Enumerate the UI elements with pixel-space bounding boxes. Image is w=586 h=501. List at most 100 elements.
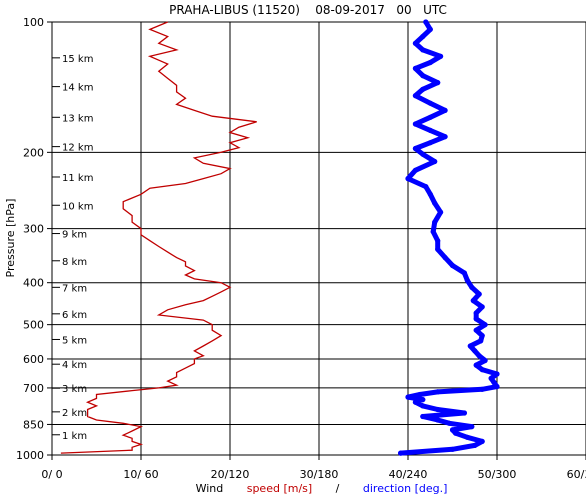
height-label: 5 km — [62, 335, 87, 346]
direction-point — [420, 413, 426, 420]
direction-point — [405, 176, 411, 182]
direction-point — [473, 316, 479, 322]
y-tick-label: 700 — [23, 382, 44, 395]
direction-point — [479, 438, 485, 444]
x-tick-label: 50/300 — [478, 468, 517, 481]
direction-point — [420, 73, 426, 79]
direction-point — [420, 403, 426, 409]
series-speed — [60, 21, 257, 454]
speed-profile-line — [60, 21, 257, 454]
direction-point — [473, 327, 479, 333]
height-label: 6 km — [62, 310, 87, 321]
y-tick-label: 500 — [23, 319, 44, 332]
y-tick-label: 1000 — [16, 449, 44, 462]
direction-point — [488, 375, 494, 381]
x-tick-label: 30/180 — [300, 468, 339, 481]
x-axis: 0/ 0 10/ 60 20/120 30/180 40/240 50/300 60/360 — [41, 455, 586, 481]
y-tick-label: 200 — [23, 146, 44, 159]
direction-point — [482, 357, 488, 364]
height-label: 11 km — [62, 173, 93, 184]
direction-point — [435, 246, 441, 252]
x-tick-label: 40/240 — [389, 468, 428, 481]
direction-point — [412, 121, 418, 127]
direction-point — [417, 391, 423, 398]
y-axis: 1000 850 700 600 500 400 300 200 100 — [16, 16, 52, 462]
direction-point — [461, 410, 467, 416]
y-tick-label: 850 — [23, 418, 44, 431]
direction-point — [427, 114, 433, 120]
height-label: 4 km — [62, 360, 87, 371]
direction-point — [442, 134, 448, 140]
height-label: 8 km — [62, 257, 87, 268]
direction-point — [420, 33, 426, 40]
direction-point — [449, 427, 456, 433]
height-label: 2 km — [62, 408, 87, 419]
direction-point — [412, 145, 418, 152]
direction-point — [476, 353, 482, 359]
height-label: 9 km — [62, 230, 87, 241]
direction-point — [472, 348, 478, 354]
direction-point — [491, 379, 497, 386]
direction-point — [470, 298, 476, 304]
direction-point — [442, 107, 448, 113]
direction-point — [464, 434, 470, 440]
direction-point — [438, 53, 444, 59]
direction-point — [435, 417, 441, 423]
direction-point — [435, 389, 441, 395]
height-label: 15 km — [62, 54, 93, 65]
direction-point — [430, 229, 436, 235]
direction-point — [427, 100, 433, 106]
direction-point — [472, 442, 478, 448]
direction-point — [432, 158, 438, 165]
x-axis-label-speed: speed [m/s] — [247, 482, 312, 495]
direction-point — [479, 367, 485, 373]
direction-point — [449, 262, 456, 269]
direction-point — [412, 93, 418, 99]
direction-point — [435, 238, 441, 244]
x-tick-label: 0/ 0 — [41, 468, 62, 481]
direction-point — [427, 191, 433, 197]
direction-point — [461, 270, 467, 276]
direction-point — [427, 140, 433, 146]
height-label: 12 km — [62, 143, 93, 154]
height-labels: 1 km 2 km 3 km 4 km 5 km 6 km 7 km 8 km 9 km 10 k… — [52, 54, 93, 442]
direction-point — [405, 394, 411, 400]
direction-profile-trace — [398, 19, 500, 456]
x-axis-label-sep: / — [336, 482, 340, 495]
direction-point — [412, 399, 418, 405]
direction-point — [482, 322, 488, 328]
direction-point — [473, 362, 479, 368]
direction-point — [469, 424, 475, 430]
direction-point — [479, 386, 485, 392]
x-axis-label: Wind speed [m/s] / direction [deg.] — [178, 482, 458, 495]
direction-point — [423, 184, 429, 190]
direction-point — [494, 384, 500, 390]
direction-point — [420, 47, 426, 53]
direction-point — [494, 371, 500, 377]
direction-point — [432, 200, 438, 206]
height-label: 7 km — [62, 283, 87, 294]
x-tick-label: 60/360 — [567, 468, 586, 481]
y-tick-label: 100 — [23, 16, 44, 29]
direction-point — [479, 304, 485, 310]
y-tick-label: 600 — [23, 353, 44, 366]
direction-point — [420, 86, 426, 92]
height-label: 13 km — [62, 113, 93, 124]
series-layer — [60, 19, 500, 456]
direction-point — [464, 277, 470, 283]
direction-point — [420, 397, 426, 403]
x-tick-label: 20/120 — [211, 468, 250, 481]
direction-point — [467, 343, 473, 349]
direction-point — [449, 446, 456, 452]
height-label: 14 km — [62, 83, 93, 94]
direction-point — [469, 284, 475, 290]
direction-point — [427, 127, 433, 133]
direction-point — [412, 65, 418, 71]
x-tick-label: 10/ 60 — [123, 468, 158, 481]
direction-point — [442, 255, 448, 261]
y-tick-label: 300 — [23, 223, 44, 236]
direction-point — [423, 19, 429, 25]
direction-point — [427, 26, 433, 32]
direction-point — [479, 333, 485, 339]
